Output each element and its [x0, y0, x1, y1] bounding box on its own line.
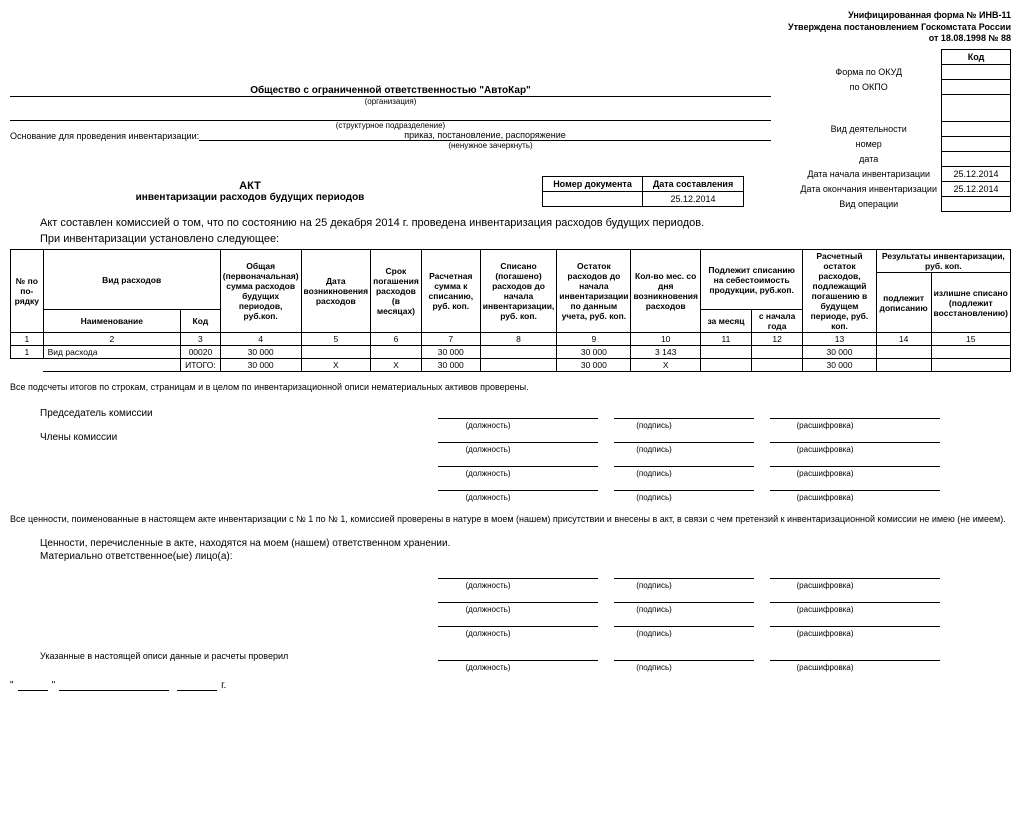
sig-position	[438, 406, 598, 419]
number-label: номер	[796, 137, 941, 152]
form-meta: Унифицированная форма № ИНВ-11 Утвержден…	[10, 10, 1011, 45]
code-box: Код Форма по ОКУД по ОКПО Вид деятельнос…	[796, 49, 1011, 212]
date-label: дата	[796, 152, 941, 167]
activity-value	[942, 122, 1011, 137]
th-calc-balance: Расчетный остаток расходов, подлежащий п…	[803, 250, 876, 333]
th-to-write: подлежит дописанию	[876, 273, 931, 333]
docnum-col1: Номер документа	[543, 177, 643, 192]
subdiv-line	[10, 108, 771, 121]
okpo-label: по ОКПО	[796, 80, 941, 95]
operation-label: Вид операции	[796, 197, 941, 212]
colnum-row: 1 2 3 4 5 6 7 8 9 10 11 12 13 14 15	[11, 333, 1011, 346]
docnum-val1	[543, 192, 643, 207]
number-value	[942, 137, 1011, 152]
totals-row: ИТОГО: 30 000 Х Х 30 000 30 000 Х 30 000	[11, 359, 1011, 372]
th-term: Срок погашения расходов (в месяцах)	[371, 250, 422, 333]
operation-value	[942, 197, 1011, 212]
th-calc-sum: Расчетная сумма к списанию, руб. коп.	[421, 250, 480, 333]
th-total: Общая (первоначальная) сумма расходов бу…	[220, 250, 301, 333]
th-balance-before: Остаток расходов до начала инвентаризаци…	[557, 250, 631, 333]
date-line: "" г.	[10, 678, 1011, 691]
th-per-month: за месяц	[700, 310, 751, 333]
doc-number-table: Номер документа Дата составления 25.12.2…	[542, 176, 744, 207]
basis-value: приказ, постановление, распоряжение	[199, 130, 771, 141]
org-sub: (организация)	[10, 97, 771, 106]
verified-text: Указанные в настоящей описи данные и рас…	[10, 651, 430, 661]
th-excess: излишне списано (подлежит восстановлению…	[931, 273, 1010, 333]
th-code: Код	[181, 310, 221, 333]
th-num: № по по- рядку	[11, 250, 44, 333]
body-line-2: При инвентаризации установлено следующее…	[40, 233, 1011, 245]
start-date-value: 25.12.2014	[942, 167, 1011, 182]
okpo-value	[942, 80, 1011, 95]
form-line-2: Утверждена постановлением Госкомстата Ро…	[10, 22, 1011, 34]
sig-decipher	[770, 406, 940, 419]
th-date-occur: Дата возникновения расходов	[301, 250, 371, 333]
basis-sub: (ненужное зачеркнуть)	[210, 141, 771, 150]
form-line-1: Унифицированная форма № ИНВ-11	[10, 10, 1011, 22]
subdiv-sub: (структурное подразделение)	[10, 121, 771, 130]
basis-label: Основание для проведения инвентаризации:	[10, 131, 199, 141]
signatures: Председатель комиссии (должность) (подпи…	[10, 406, 1011, 502]
table-row: 1 Вид расхода 00020 30 000 30 000 30 000…	[11, 346, 1011, 359]
okud-label: Форма по ОКУД	[796, 65, 941, 80]
th-subject: Подлежит списанию на себестоимость проду…	[700, 250, 802, 310]
year-suffix: г.	[221, 680, 226, 691]
form-line-3: от 18.08.1998 № 88	[10, 33, 1011, 45]
th-name: Наименование	[43, 310, 180, 333]
th-kind: Вид расходов	[43, 250, 220, 310]
th-written: Списано (погашено) расходов до начала ин…	[480, 250, 557, 333]
main-table: № по по- рядку Вид расходов Общая (перво…	[10, 249, 1011, 372]
th-months: Кол-во мес. со дня возникновения расходо…	[631, 250, 701, 333]
body-line-1: Акт составлен комиссией о том, что по со…	[40, 217, 1011, 229]
date-value	[942, 152, 1011, 167]
docnum-col2: Дата составления	[642, 177, 743, 192]
check-text: Все подсчеты итогов по строкам, страница…	[10, 382, 1011, 392]
docnum-val2: 25.12.2014	[642, 192, 743, 207]
act-title-1: АКТ	[10, 180, 490, 192]
end-date-label: Дата окончания инвентаризации	[796, 182, 941, 197]
storage-text-1: Ценности, перечисленные в акте, находятс…	[40, 538, 1011, 549]
kod-header: Код	[942, 50, 1011, 65]
th-from-start: с начала года	[751, 310, 802, 333]
justify-text: Все ценности, поименованные в настоящем …	[10, 514, 1011, 524]
chairman-label: Председатель комиссии	[10, 408, 430, 419]
act-title-2: инвентаризации расходов будущих периодов	[10, 192, 490, 203]
th-results: Результаты инвентаризации, руб. коп.	[876, 250, 1010, 273]
org-name: Общество с ограниченной ответственностью…	[10, 85, 771, 97]
members-label: Члены комиссии	[10, 432, 430, 443]
end-date-value: 25.12.2014	[942, 182, 1011, 197]
activity-label: Вид деятельности	[796, 122, 941, 137]
storage-text-2: Материально ответственное(ые) лицо(а):	[40, 551, 1011, 562]
okud-value	[942, 65, 1011, 80]
sig-signature	[614, 406, 754, 419]
start-date-label: Дата начала инвентаризации	[796, 167, 941, 182]
